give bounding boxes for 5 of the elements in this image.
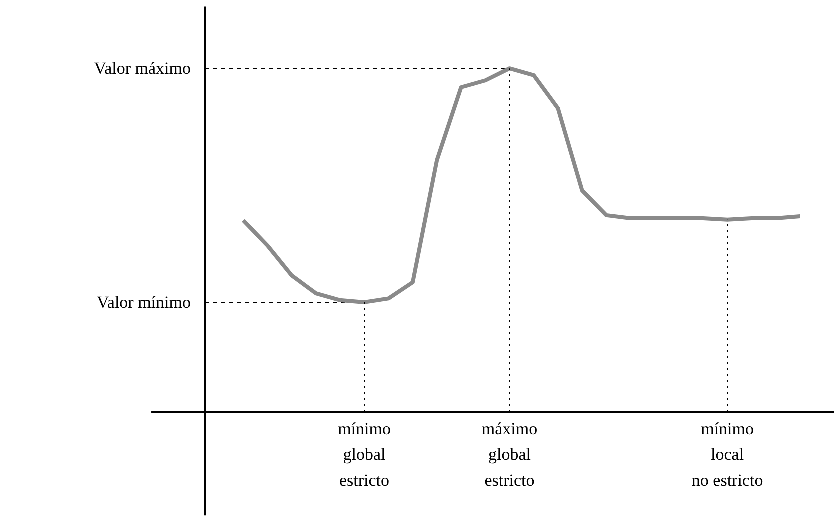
- text: mínimo global estricto: [338, 419, 391, 490]
- ref-line-label: Valor mínimo: [97, 292, 191, 312]
- text: mínimo local no estricto: [692, 419, 764, 490]
- ref-line-label: Valor máximo: [94, 59, 191, 78]
- text: máximo global estricto: [482, 419, 538, 490]
